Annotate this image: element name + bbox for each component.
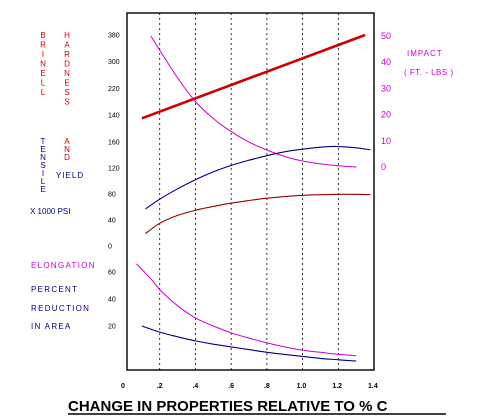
label-letter: E <box>64 79 69 88</box>
x-tick-label: 1.2 <box>332 383 342 390</box>
label-letter: A <box>64 41 70 50</box>
hardness-line <box>141 33 366 120</box>
label-letter: D <box>64 60 70 69</box>
label-letter: L <box>41 177 46 186</box>
x-tick-label: .6 <box>228 383 234 390</box>
x-tick-label: 1.0 <box>297 383 307 390</box>
tensile-line <box>145 145 371 210</box>
and-label: AND <box>64 137 70 162</box>
x-tick-label: .2 <box>157 383 163 390</box>
yield-label: YIELD <box>56 171 84 180</box>
psi-label: X 1000 PSI <box>30 207 70 216</box>
impact-tick-label: 40 <box>381 57 391 67</box>
y-tick-label: 140 <box>108 113 120 120</box>
label-letter: S <box>64 98 69 107</box>
y-tick-label: 40 <box>108 218 116 225</box>
impact-tick-label: 0 <box>381 162 386 172</box>
impact-tick-label: 20 <box>381 110 391 120</box>
label-letter: B <box>40 31 45 40</box>
x-tick-label: .4 <box>192 383 198 390</box>
impact-label: IMPACT <box>407 49 443 58</box>
y-tick-label: 60 <box>108 270 116 277</box>
label-letter: I <box>42 50 44 59</box>
x-axis-ticks: 0 .2 .4 .6 .8 1.0 1.2 1.4 <box>121 383 378 390</box>
y-tick-label: 0 <box>108 244 112 251</box>
y-tick-label: 80 <box>108 192 116 199</box>
label-letter: R <box>64 50 70 59</box>
elongation-line <box>136 263 357 357</box>
y-tick-label: 380 <box>108 33 120 40</box>
impact-axis-ticks: 50 40 30 20 10 0 <box>381 31 391 172</box>
label-letter: T <box>41 137 46 146</box>
label-letter: E <box>40 145 45 154</box>
series-layer <box>136 33 371 362</box>
label-letter: N <box>64 69 70 78</box>
impact-tick-label: 10 <box>381 136 391 146</box>
x-tick-label: 1.4 <box>368 383 378 390</box>
reduction-label: REDUCTION <box>31 304 90 313</box>
plot-frame <box>126 12 375 371</box>
label-letter: H <box>64 31 70 40</box>
label-letter: S <box>64 88 69 97</box>
label-letter: D <box>64 153 70 162</box>
percent-label: PERCENT <box>31 285 78 294</box>
y-tick-label: 300 <box>108 59 120 66</box>
label-letter: L <box>41 79 46 88</box>
label-letter: N <box>64 145 70 154</box>
yield-line <box>145 193 371 235</box>
impact-line <box>150 35 357 168</box>
reduction-line <box>141 325 357 362</box>
in-area-label: IN AREA <box>31 322 72 331</box>
grid-lines <box>159 13 339 370</box>
label-letter: I <box>42 169 44 178</box>
y-tick-label: 160 <box>108 140 120 147</box>
label-letter: L <box>41 88 46 97</box>
label-letter: A <box>64 137 70 146</box>
y-tick-label: 220 <box>108 86 120 93</box>
x-tick-label: 0 <box>121 383 125 390</box>
label-letter: S <box>40 161 45 170</box>
impact-tick-label: 50 <box>381 31 391 41</box>
label-letter: R <box>40 41 46 50</box>
left-axis-ticks: 380 300 220 140 160 120 80 40 0 60 40 20 <box>108 33 120 331</box>
y-tick-label: 120 <box>108 166 120 173</box>
label-letter: N <box>40 153 46 162</box>
elongation-label: ELONGATION <box>31 261 96 270</box>
label-letter: E <box>40 185 45 194</box>
label-letter: E <box>40 69 45 78</box>
x-tick-label: .8 <box>264 383 270 390</box>
impact-tick-label: 30 <box>381 83 391 93</box>
impact-units-label: ( FT. - LBS ) <box>404 68 454 77</box>
label-letter: N <box>40 60 46 69</box>
y-tick-label: 40 <box>108 297 116 304</box>
y-tick-label: 20 <box>108 324 116 331</box>
chart-title: CHANGE IN PROPERTIES RELATIVE TO % C <box>68 398 388 415</box>
